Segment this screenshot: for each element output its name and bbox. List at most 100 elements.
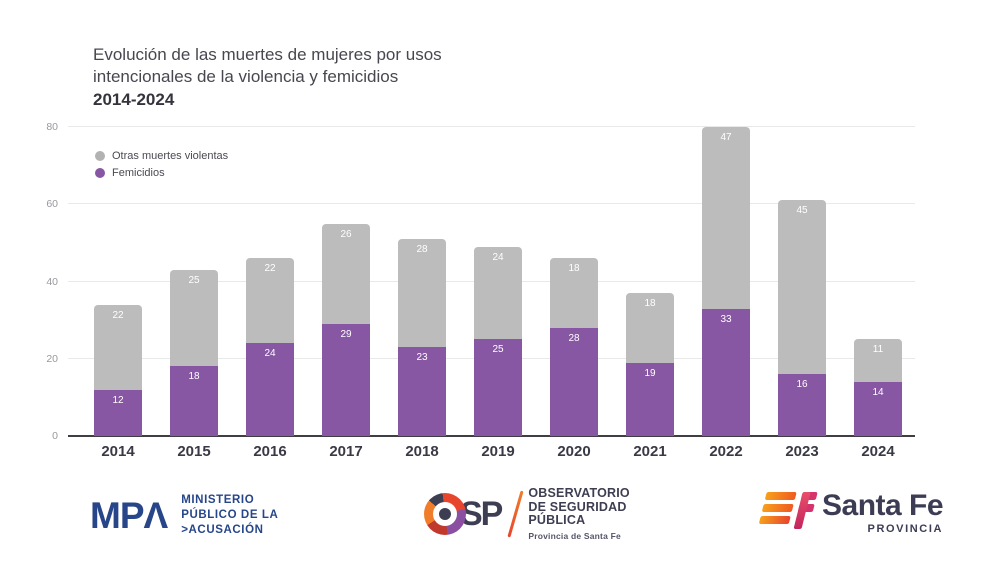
mpa-line-1: MINISTERIO [181, 494, 255, 506]
x-axis-label-2021: 2021 [633, 443, 667, 460]
bar-value-femicidios-2022: 33 [720, 313, 732, 325]
y-tick-80: 80 [46, 121, 58, 133]
footer-logos: MPΛ MINISTERIO PÚBLICO DE LA >ACUSACIÓN … [0, 480, 1000, 563]
x-axis-label-2014: 2014 [101, 443, 135, 460]
x-axis-label-2018: 2018 [405, 443, 439, 460]
x-axis-label-2020: 2020 [557, 443, 591, 460]
bar-segment-femicidios-2015: 18 [170, 366, 218, 436]
bar-segment-femicidios-2024: 14 [854, 381, 902, 436]
bar-segment-femicidios-2014: 12 [94, 389, 142, 436]
bar-value-otras-muertes-2021: 18 [644, 298, 656, 310]
chart-title: Evolución de las muertes de mujeres por … [93, 44, 442, 111]
bar-segment-otras-muertes-2015: 25 [170, 269, 218, 367]
osp-line-2: DE SEGURIDAD [528, 499, 627, 514]
santafe-name: Santa Fe [822, 489, 944, 522]
y-tick-0: 0 [52, 430, 58, 442]
bar-segment-otras-muertes-2020: 18 [550, 258, 598, 328]
legend-label: Otras muertes violentas [112, 150, 229, 162]
osp-line-1: OBSERVATORIO [528, 486, 630, 500]
mpa-line-2: PÚBLICO DE LA [181, 508, 279, 521]
bar-2020: 18 28 [550, 258, 598, 436]
bar-value-femicidios-2015: 18 [188, 371, 200, 383]
bar-segment-femicidios-2020: 28 [550, 327, 598, 436]
bar-value-femicidios-2016: 24 [264, 348, 276, 360]
bar-value-femicidios-2018: 23 [416, 352, 428, 364]
legend-dot-purple-icon [95, 168, 105, 178]
osp-line-3: PÚBLICA [528, 513, 586, 527]
bar-2024: 11 14 [854, 339, 902, 436]
bar-segment-otras-muertes-2021: 18 [626, 293, 674, 363]
santafe-provincia: PROVINCIA [867, 522, 944, 535]
bar-segment-otras-muertes-2022: 47 [702, 127, 750, 309]
bar-value-femicidios-2017: 29 [340, 329, 352, 340]
bar-2016: 22 24 [246, 258, 294, 436]
osp-slash-divider [507, 490, 524, 538]
bar-2018: 28 23 [398, 239, 446, 436]
bar-value-otras-muertes-2019: 24 [492, 251, 504, 263]
bar-2023: 45 16 [778, 200, 826, 436]
gridline-80 [68, 126, 915, 127]
bar-value-otras-muertes-2017: 26 [340, 228, 352, 240]
bar-value-otras-muertes-2018: 28 [416, 244, 428, 256]
chart-title-line2: intencionales de la violencia y femicidi… [93, 67, 399, 87]
legend-item-femicidios: Femicidios [95, 167, 228, 179]
bar-2015: 25 18 [170, 269, 218, 436]
bar-2014: 22 12 [94, 304, 142, 436]
bar-segment-otras-muertes-2024: 11 [854, 339, 902, 382]
bar-value-femicidios-2014: 12 [112, 394, 124, 406]
bar-segment-otras-muertes-2017: 26 [322, 223, 370, 324]
osp-subline: Provincia de Santa Fe [528, 530, 621, 541]
x-axis-label-2017: 2017 [329, 443, 363, 460]
osp-circle-icon [424, 492, 466, 535]
bar-segment-otras-muertes-2019: 24 [474, 246, 522, 340]
bar-2019: 24 25 [474, 246, 522, 436]
bar-segment-femicidios-2022: 33 [702, 308, 750, 436]
x-axis-label-2022: 2022 [709, 443, 743, 460]
legend-label: Femicidios [112, 167, 165, 179]
bar-value-otras-muertes-2023: 45 [796, 205, 808, 217]
mpa-line-3: >ACUSACIÓN [181, 523, 264, 536]
plot-area: 0 20 40 60 80 22 12 2014 25 18 2015 22 24 2016 26 29 201… [46, 121, 915, 460]
santafe-flag-icon [757, 490, 819, 532]
bar-value-otras-muertes-2024: 11 [872, 344, 884, 356]
bar-segment-femicidios-2023: 16 [778, 374, 826, 436]
chart-title-line1: Evolución de las muertes de mujeres por … [93, 45, 442, 64]
bar-value-otras-muertes-2020: 18 [568, 263, 580, 275]
bar-2021: 18 19 [626, 293, 674, 436]
mpa-logo-text: MINISTERIO PÚBLICO DE LA >ACUSACIÓN [181, 493, 278, 538]
gridline-60 [68, 203, 915, 205]
legend-dot-gray-icon [95, 151, 105, 161]
bar-value-femicidios-2024: 14 [872, 386, 884, 398]
x-axis-label-2024: 2024 [861, 443, 895, 460]
y-tick-60: 60 [46, 198, 58, 211]
bar-value-femicidios-2023: 16 [796, 379, 808, 391]
bar-value-otras-muertes-2022: 47 [720, 132, 732, 144]
mpa-logo: MPΛ MINISTERIO PÚBLICO DE LA >ACUSACIÓN [90, 493, 278, 538]
bar-2022: 47 33 [702, 127, 750, 436]
santafe-logo: Santa Fe PROVINCIA [758, 489, 944, 535]
bar-value-femicidios-2021: 19 [644, 367, 656, 379]
bar-segment-femicidios-2019: 25 [474, 339, 522, 436]
y-tick-20: 20 [46, 352, 58, 365]
bar-value-otras-muertes-2016: 22 [264, 263, 276, 275]
chart-legend: Otras muertes violentas Femicidios [95, 150, 228, 184]
bar-segment-femicidios-2018: 23 [398, 347, 446, 436]
osp-logo-text: OBSERVATORIO DE SEGURIDAD PÚBLICA [528, 486, 630, 528]
mpa-logo-word: MPΛ [90, 494, 168, 536]
bar-value-femicidios-2019: 25 [492, 344, 504, 356]
x-axis-label-2019: 2019 [481, 443, 515, 460]
bar-value-otras-muertes-2015: 25 [188, 274, 200, 286]
bar-2017: 26 29 [322, 223, 370, 436]
x-axis-label-2023: 2023 [785, 443, 819, 460]
bar-segment-femicidios-2021: 19 [626, 362, 674, 436]
bar-segment-femicidios-2017: 29 [322, 324, 370, 436]
bar-segment-otras-muertes-2018: 28 [398, 239, 446, 348]
x-axis-label-2015: 2015 [177, 443, 211, 460]
bar-segment-otras-muertes-2014: 22 [94, 304, 142, 390]
legend-item-otras-muertes: Otras muertes violentas [95, 150, 228, 162]
bar-segment-otras-muertes-2023: 45 [778, 200, 826, 375]
bar-segment-otras-muertes-2016: 22 [246, 258, 294, 344]
bar-value-femicidios-2020: 28 [568, 332, 580, 344]
bar-segment-femicidios-2016: 24 [246, 343, 294, 436]
x-axis-line [68, 435, 915, 437]
